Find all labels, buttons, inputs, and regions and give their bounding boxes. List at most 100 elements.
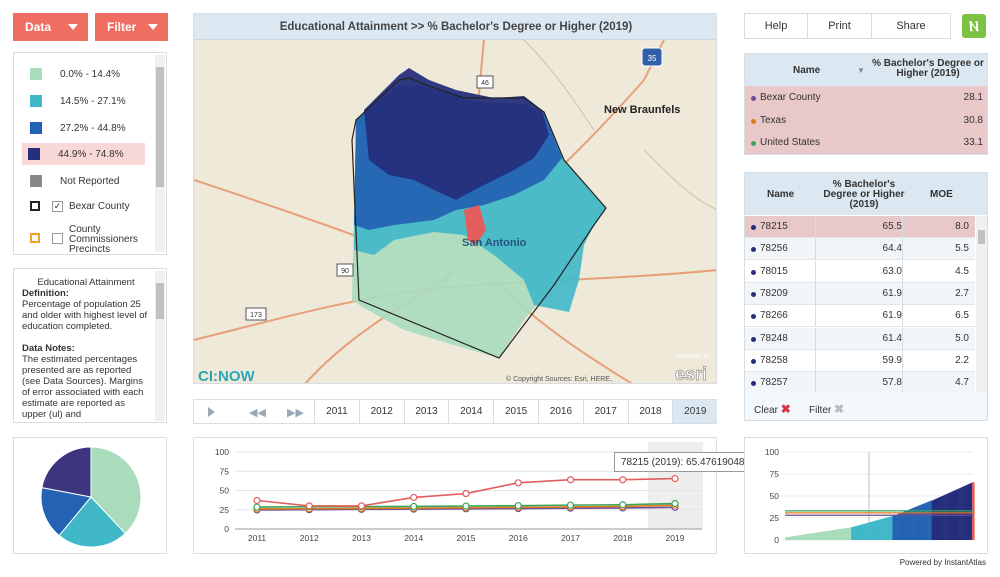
histogram-bar [887,517,889,540]
year-2015[interactable]: 2015 [493,400,538,423]
y-tick-label: 25 [220,505,230,515]
legend-item[interactable]: 27.2% - 44.8% [24,117,156,139]
legend-item-highlighted[interactable]: 44.9% - 74.8% [22,143,145,165]
zip-scrollbar[interactable] [976,216,987,392]
row-moe: 2.7 [955,287,969,299]
histogram-bar [926,502,928,540]
histogram-bar [948,493,950,540]
histogram-bar [827,530,829,540]
histogram-bar [821,531,823,540]
definition-text: Percentage of population 25 and older wi… [22,299,148,332]
year-2018[interactable]: 2018 [627,400,673,423]
zip-row[interactable]: 78266 61.9 6.5 [745,305,975,328]
histogram-bar [959,487,961,540]
legend-item[interactable]: Not Reported [24,170,156,192]
zip-row[interactable]: 78209 61.9 2.7 [745,282,975,305]
summary-row[interactable]: Bexar County 28.1 [745,87,987,109]
scroll-thumb[interactable] [978,230,985,244]
row-moe: 5.5 [955,243,969,255]
zip-row[interactable]: 78258 59.9 2.2 [745,349,975,372]
scroll-thumb[interactable] [156,283,164,319]
zip-row[interactable]: 78215 65.5 8.0 [745,216,975,238]
col-moe-header[interactable]: MOE [930,189,953,200]
year-2014[interactable]: 2014 [448,400,493,423]
zip-row[interactable]: 78257 57.8 4.7 [745,372,975,395]
y-tick-label: 0 [774,535,779,545]
year-2017[interactable]: 2017 [582,400,628,423]
col-name-header[interactable]: Name [767,189,795,200]
summary-row[interactable]: United States 33.1 [745,132,987,154]
histogram-bar [812,533,815,540]
powered-by: Powered by InstantAtlas [899,558,986,567]
zip-row[interactable]: 78015 63.0 4.5 [745,260,975,283]
data-menu-button[interactable]: Data [13,13,88,41]
histogram-bar [802,534,804,540]
boundary-swatch [30,201,40,211]
histogram-bar [894,515,896,540]
histogram-bar [890,516,892,540]
row-moe: 6.5 [955,310,969,322]
zip-table: Name % Bachelor's Degree or Higher (2019… [744,172,988,421]
bexar-checkbox[interactable]: ✓ [52,200,63,212]
help-button[interactable]: Help [745,14,808,38]
histogram-bar [818,532,820,540]
legend-item[interactable]: 0.0% - 14.4% [24,63,156,85]
play-icon[interactable] [208,407,215,417]
histogram-bar [815,532,818,540]
histogram-bar [793,536,795,540]
city-san-antonio: San Antonio [462,237,527,249]
share-button[interactable]: Share [896,20,926,32]
road [523,40,595,131]
chevron-down-icon [68,24,78,30]
histogram-bar [900,512,903,540]
filter-menu-button[interactable]: Filter [95,13,168,41]
year-2011[interactable]: 2011 [314,400,359,423]
notes-scrollbar[interactable] [155,271,165,421]
histogram-bar [873,520,876,540]
precincts-checkbox[interactable] [52,233,63,244]
print-button[interactable]: Print [808,14,872,38]
clear-button[interactable]: Clear ✖ [754,402,791,416]
zip-row[interactable]: 78256 64.4 5.5 [745,238,975,261]
legend-item-bexar[interactable]: ✓ Bexar County [24,195,156,217]
col-value-header[interactable]: % Bachelor's Degree or Higher (2019) [823,179,905,210]
summary-row[interactable]: Texas 30.8 [745,110,987,132]
col-value-header[interactable]: % Bachelor's Degree or Higher (2019) [872,58,984,79]
year-2019[interactable]: 2019 [672,400,718,423]
data-notes-heading: Data Notes: [22,343,75,354]
histogram-bar [825,531,827,540]
year-timeline: ◀◀ ▶▶ 2011 2012 2013 2014 2015 2016 2017 2018 20… [193,399,718,424]
scroll-thumb[interactable] [156,67,164,187]
selected-zip-78215[interactable] [464,205,486,245]
legend-item-precincts[interactable]: County Commissioners Precincts [24,225,156,255]
histogram-bar [857,525,859,540]
histogram-bar [923,503,925,540]
histogram-bar [935,498,938,540]
histogram-bar [787,537,789,540]
histogram-bar [841,528,844,540]
legend-swatch [30,175,42,187]
histogram-bar [886,517,888,540]
sort-down-icon[interactable]: ▼ [857,66,865,75]
choropleth-map[interactable]: 35 46 90 173 New Braunfels San Antonio C… [194,40,717,384]
histogram-bar [872,521,875,540]
histogram-bar [861,524,863,540]
year-2016[interactable]: 2016 [538,400,583,423]
histogram-bar [915,506,917,540]
instantatlas-logo-icon[interactable]: Ⲛ [962,14,986,38]
zip-row[interactable]: 78248 61.4 5.0 [745,327,975,350]
year-2013[interactable]: 2013 [403,400,449,423]
histogram-bar [881,518,883,540]
legend-item[interactable]: 14.5% - 27.1% [24,90,156,112]
col-name-header[interactable]: Name [793,65,821,76]
row-dot [751,247,756,253]
esri-logo: esri [675,364,707,384]
year-2012[interactable]: 2012 [358,400,404,423]
county-top-region[interactable] [364,68,549,200]
step-back-icon[interactable]: ◀◀ [249,407,266,419]
legend-scrollbar[interactable] [155,55,165,252]
legend-swatch [28,148,40,160]
histogram-bar [957,488,959,540]
step-forward-icon[interactable]: ▶▶ [287,407,304,419]
filter-toggle[interactable]: Filter ✖ [809,402,844,416]
